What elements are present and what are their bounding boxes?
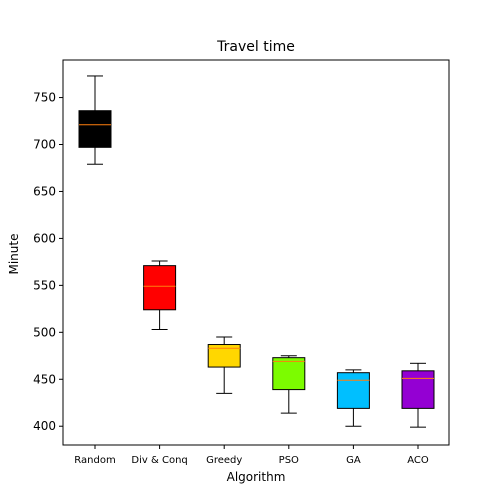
y-tick-label: 700 [33, 138, 56, 152]
y-tick-label: 750 [33, 91, 56, 105]
x-tick-label: GA [346, 455, 361, 466]
box-iqr [144, 266, 176, 310]
box-pso [273, 356, 305, 413]
box-div-conq [144, 261, 176, 330]
x-tick-label: Greedy [206, 455, 242, 466]
box-random [79, 76, 111, 164]
chart-title: Travel time [216, 39, 295, 55]
box-greedy [208, 337, 240, 393]
box-iqr [337, 373, 369, 409]
x-tick-label: Random [74, 455, 115, 466]
y-tick-label: 500 [33, 325, 56, 339]
y-tick-label: 550 [33, 278, 56, 292]
x-axis: Random Div & Conq Greedy PSO GA ACO [74, 445, 429, 466]
box-iqr [402, 371, 434, 409]
plot-area-frame [63, 60, 449, 445]
y-tick-label: 600 [33, 231, 56, 245]
y-axis: 400 450 500 550 600 650 700 750 [33, 91, 63, 434]
box-iqr [79, 111, 111, 148]
box-series [79, 76, 434, 427]
box-ga [337, 370, 369, 426]
y-axis-label: Minute [7, 234, 21, 275]
box-aco [402, 363, 434, 427]
x-axis-label: Algorithm [227, 470, 286, 484]
box-iqr [273, 358, 305, 390]
y-tick-label: 400 [33, 419, 56, 433]
x-tick-label: ACO [407, 455, 429, 466]
y-tick-label: 650 [33, 184, 56, 198]
x-tick-label: PSO [279, 455, 299, 466]
y-tick-label: 450 [33, 372, 56, 386]
x-tick-label: Div & Conq [131, 455, 187, 466]
